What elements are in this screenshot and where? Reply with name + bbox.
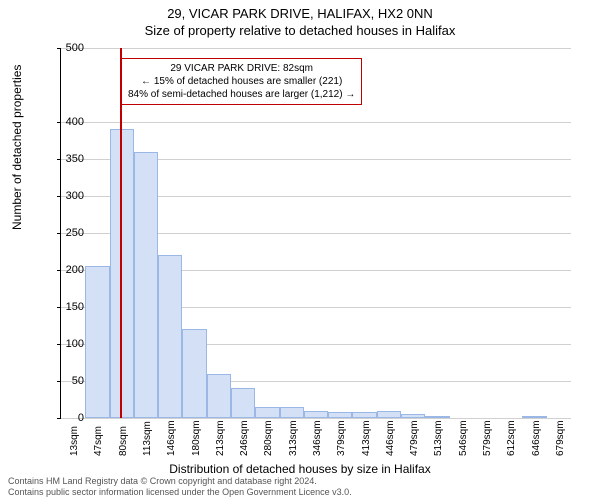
histogram-bar <box>522 416 546 418</box>
x-tick-label: 379sqm <box>336 420 347 456</box>
y-tick-label: 200 <box>34 264 84 276</box>
histogram-bar <box>85 266 109 418</box>
x-tick-label: 280sqm <box>263 420 274 456</box>
gridline <box>61 122 571 123</box>
annotation-line: ← 15% of detached houses are smaller (22… <box>128 75 355 88</box>
histogram-bar <box>328 412 352 418</box>
x-tick-label: 413sqm <box>361 420 372 456</box>
histogram-bar <box>207 374 231 418</box>
x-tick-label: 80sqm <box>118 426 129 456</box>
y-tick-label: 250 <box>34 227 84 239</box>
annotation-line: 84% of semi-detached houses are larger (… <box>128 88 355 101</box>
x-tick-label: 180sqm <box>191 420 202 456</box>
y-tick-label: 350 <box>34 153 84 165</box>
histogram-bar <box>134 152 158 418</box>
x-tick-label: 546sqm <box>458 420 469 456</box>
x-tick-label: 646sqm <box>531 420 542 456</box>
x-tick-label: 113sqm <box>142 421 153 456</box>
footer-line2: Contains public sector information licen… <box>8 487 352 498</box>
y-tick-label: 500 <box>34 42 84 54</box>
histogram-bar <box>401 414 425 418</box>
y-tick-label: 400 <box>34 116 84 128</box>
histogram-bar <box>182 329 206 418</box>
y-tick-label: 100 <box>34 338 84 350</box>
histogram-bar <box>231 388 255 418</box>
y-tick-label: 300 <box>34 190 84 202</box>
x-tick-label: 47sqm <box>93 426 104 456</box>
histogram-bar <box>255 407 279 418</box>
x-tick-label: 679sqm <box>555 420 566 456</box>
y-tick-label: 50 <box>34 375 84 387</box>
x-tick-label: 213sqm <box>215 420 226 456</box>
x-tick-label: 612sqm <box>506 420 517 456</box>
x-tick-label: 146sqm <box>166 420 177 456</box>
x-tick-label: 13sqm <box>69 426 80 456</box>
histogram-bar <box>425 416 449 418</box>
annotation-line: 29 VICAR PARK DRIVE: 82sqm <box>128 62 355 75</box>
y-axis-label: Number of detached properties <box>10 65 24 230</box>
chart-area: 29 VICAR PARK DRIVE: 82sqm← 15% of detac… <box>60 48 570 418</box>
footer-attribution: Contains HM Land Registry data © Crown c… <box>8 476 352 498</box>
plot-region: 29 VICAR PARK DRIVE: 82sqm← 15% of detac… <box>60 48 571 419</box>
x-tick-label: 479sqm <box>409 420 420 456</box>
annotation-box: 29 VICAR PARK DRIVE: 82sqm← 15% of detac… <box>121 58 362 105</box>
y-tick-label: 0 <box>34 412 84 424</box>
gridline <box>61 418 571 419</box>
page-title: 29, VICAR PARK DRIVE, HALIFAX, HX2 0NN <box>0 0 600 21</box>
x-axis-label: Distribution of detached houses by size … <box>0 462 600 476</box>
page-subtitle: Size of property relative to detached ho… <box>0 21 600 38</box>
histogram-bar <box>158 255 182 418</box>
x-tick-label: 579sqm <box>482 420 493 456</box>
histogram-bar <box>377 411 401 418</box>
y-tick-label: 150 <box>34 301 84 313</box>
histogram-bar <box>352 412 376 418</box>
x-tick-label: 446sqm <box>385 420 396 456</box>
gridline <box>61 48 571 49</box>
chart-container: 29, VICAR PARK DRIVE, HALIFAX, HX2 0NN S… <box>0 0 600 500</box>
x-tick-label: 313sqm <box>288 420 299 456</box>
x-tick-label: 346sqm <box>312 420 323 456</box>
footer-line1: Contains HM Land Registry data © Crown c… <box>8 476 352 487</box>
x-tick-label: 513sqm <box>433 420 444 456</box>
histogram-bar <box>280 407 304 418</box>
x-tick-label: 246sqm <box>239 420 250 456</box>
histogram-bar <box>304 411 328 418</box>
